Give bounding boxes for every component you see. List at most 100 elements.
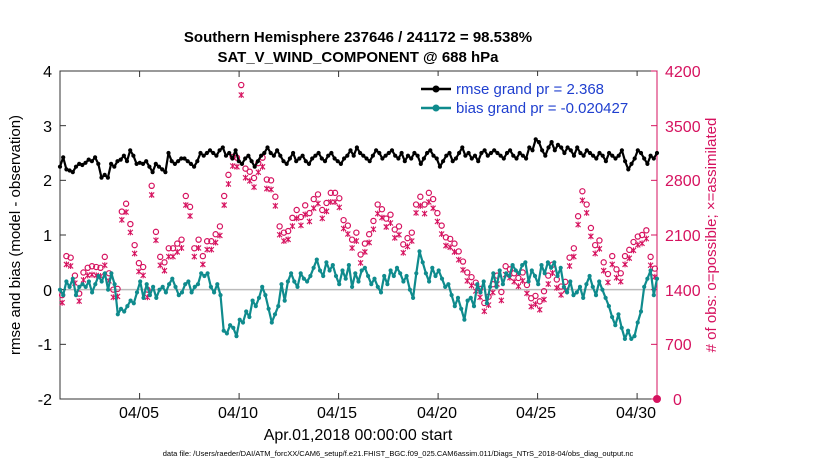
rmse-point xyxy=(533,137,538,142)
possible-obs-point xyxy=(613,266,620,273)
rmse-point xyxy=(236,159,241,164)
bias-point xyxy=(67,284,72,289)
bias-point xyxy=(112,282,117,287)
bias-point xyxy=(587,273,592,279)
assimilated-obs-point xyxy=(498,297,505,304)
rmse-point xyxy=(99,175,104,180)
bias-point xyxy=(218,293,223,298)
right-tick-label: 700 xyxy=(665,337,692,354)
bias-point xyxy=(497,268,502,273)
rmse-point xyxy=(504,150,510,156)
rmse-point xyxy=(409,156,414,161)
assimilated-obs-point xyxy=(609,261,616,268)
assimilated-obs-point xyxy=(511,278,518,285)
rmse-point xyxy=(255,159,260,164)
possible-obs-point xyxy=(579,188,586,195)
assimilated-obs-point xyxy=(289,223,296,230)
bias-point xyxy=(80,282,85,287)
possible-obs-point xyxy=(152,228,160,236)
assimilated-obs-point xyxy=(404,243,411,250)
possible-obs-point xyxy=(331,189,339,197)
assimilated-obs-point xyxy=(315,200,321,207)
bias-point xyxy=(626,328,631,333)
bias-point xyxy=(224,331,229,336)
rmse-point xyxy=(559,145,564,150)
assimilated-obs-point xyxy=(549,270,556,277)
bias-point xyxy=(285,279,290,284)
assimilated-obs-point xyxy=(430,205,437,212)
rmse-point xyxy=(233,148,238,153)
bias-point xyxy=(574,290,579,295)
rmse-point xyxy=(501,156,506,161)
rmse-point xyxy=(383,153,388,158)
bias-point xyxy=(228,323,233,328)
assimilated-obs-point xyxy=(443,242,449,249)
rmse-point xyxy=(128,148,133,153)
bias-point xyxy=(106,287,111,292)
bias-point xyxy=(83,284,88,289)
right-tick-label: 2800 xyxy=(665,173,701,190)
rmse-point xyxy=(172,161,177,166)
assimilated-obs-point xyxy=(396,231,402,238)
assimilated-obs-point xyxy=(455,256,462,263)
rmse-point xyxy=(488,150,494,156)
bias-point xyxy=(638,309,644,314)
bias-point xyxy=(179,290,185,295)
assimilated-obs-point xyxy=(217,232,223,239)
bias-point xyxy=(475,282,480,287)
rmse-point xyxy=(575,145,580,150)
rmse-point xyxy=(546,145,551,150)
assimilated-obs-point xyxy=(276,231,283,238)
rmse-point xyxy=(581,153,586,158)
bias-point xyxy=(632,334,637,339)
rmse-point xyxy=(441,159,446,164)
rmse-point xyxy=(259,153,264,158)
bias-point xyxy=(253,304,258,309)
rmse-point xyxy=(192,164,197,169)
rmse-point xyxy=(239,161,245,166)
rmse-point xyxy=(495,150,500,156)
bias-point xyxy=(584,282,589,287)
possible-obs-point xyxy=(353,229,360,236)
rmse-point xyxy=(195,159,200,164)
possible-obs-point xyxy=(97,264,104,271)
assimilated-obs-point xyxy=(319,215,326,222)
possible-obs-point xyxy=(404,234,411,242)
rmse-point xyxy=(428,148,433,153)
possible-obs-point xyxy=(600,259,607,266)
bias-point xyxy=(411,295,416,300)
bias-point xyxy=(536,282,541,287)
possible-obs-point xyxy=(596,237,603,244)
possible-obs-point xyxy=(71,272,79,279)
bias-point xyxy=(73,293,79,298)
rmse-point xyxy=(642,156,647,161)
rmse-point xyxy=(431,153,436,158)
bias-point xyxy=(593,293,599,298)
assimilated-obs-point xyxy=(468,282,475,289)
rmse-point xyxy=(252,164,257,169)
bias-point xyxy=(340,268,345,273)
bias-point xyxy=(163,290,168,295)
bias-point xyxy=(272,312,278,317)
possible-obs-point xyxy=(310,195,317,203)
rmse-point xyxy=(565,145,570,150)
rmse-point xyxy=(374,148,379,153)
rmse-point xyxy=(517,150,522,156)
bias-point xyxy=(128,298,133,303)
bias-point xyxy=(234,334,239,339)
assimilated-obs-point xyxy=(229,163,236,170)
left-tick-label: 2 xyxy=(43,173,52,190)
bias-point xyxy=(648,268,653,273)
assimilated-obs-point xyxy=(391,234,398,241)
rmse-point xyxy=(150,170,155,175)
rmse-point xyxy=(469,156,474,161)
bias-point xyxy=(183,282,188,287)
rmse-point xyxy=(326,153,331,158)
assimilated-obs-point xyxy=(379,214,385,221)
rmse-point xyxy=(131,153,136,158)
right-axis-zero-marker xyxy=(653,395,661,403)
rmse-point xyxy=(278,153,283,158)
bias-point xyxy=(221,328,226,333)
possible-obs-point xyxy=(502,263,509,270)
bias-point xyxy=(510,263,515,268)
